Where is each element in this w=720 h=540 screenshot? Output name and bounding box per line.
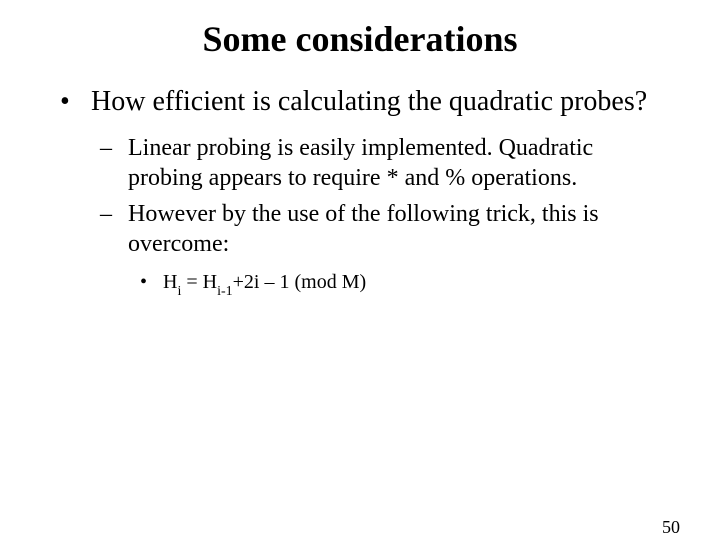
formula-sub-i: i <box>177 284 181 299</box>
bullet-dot-icon: • <box>60 84 84 119</box>
bullet-level2-text-2: However by the use of the following tric… <box>128 199 668 259</box>
formula-H2: H <box>203 271 217 293</box>
formula-eq: = <box>181 271 202 293</box>
dash-icon: – <box>100 199 122 229</box>
formula-rest: +2i – 1 (mod M) <box>233 271 367 293</box>
page-number: 50 <box>662 517 680 538</box>
bullet-level1-text: How efficient is calculating the quadrat… <box>91 84 671 119</box>
bullet-level2: – However by the use of the following tr… <box>100 199 680 259</box>
formula-H1: H <box>163 271 177 293</box>
bullet-level3: • Hi = Hi-1+2i – 1 (mod M) <box>140 269 680 299</box>
bullet-level2-text-1: Linear probing is easily implemented. Qu… <box>128 133 668 193</box>
formula-text: Hi = Hi-1+2i – 1 (mod M) <box>163 269 366 299</box>
slide-container: Some considerations • How efficient is c… <box>0 18 720 540</box>
bullet-level2: – Linear probing is easily implemented. … <box>100 133 680 193</box>
bullet-level1: • How efficient is calculating the quadr… <box>60 84 680 119</box>
dash-icon: – <box>100 133 122 163</box>
bullet-dot-icon: • <box>140 269 158 295</box>
formula-sub-im1: i-1 <box>217 284 233 299</box>
slide-title: Some considerations <box>0 18 720 60</box>
